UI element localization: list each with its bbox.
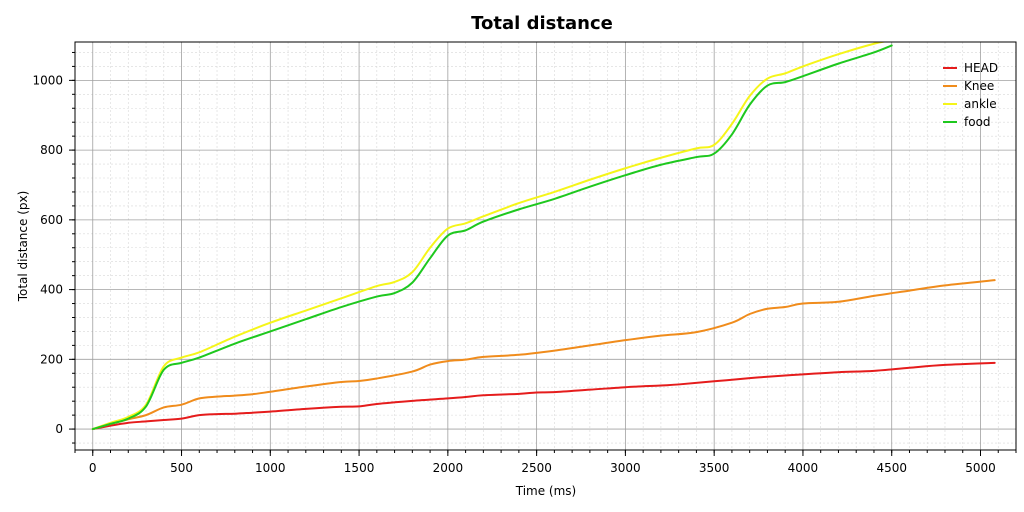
x-tick-label: 5000 xyxy=(965,461,996,475)
series-line-knee xyxy=(91,279,996,431)
x-tick-label: 1500 xyxy=(344,461,375,475)
legend-label-food: food xyxy=(964,115,991,129)
y-tick-label: 400 xyxy=(40,283,63,297)
x-tick-label: 2000 xyxy=(433,461,464,475)
series-line-food xyxy=(91,44,893,431)
y-tick-label: 800 xyxy=(40,143,63,157)
series-line-head xyxy=(91,361,996,431)
tick-layer: 0 500 1000 1500 2000 2500 3000 3500 4000 4500 5000… xyxy=(32,51,1017,475)
legend-label-ankle: ankle xyxy=(964,97,997,111)
legend-label-head: HEAD xyxy=(964,61,998,75)
grid-layer xyxy=(74,42,1017,450)
legend-label-knee: Knee xyxy=(964,79,994,93)
x-tick-label: 3500 xyxy=(699,461,730,475)
y-tick-label: 200 xyxy=(40,352,63,366)
x-tick-label: 500 xyxy=(170,461,193,475)
x-tick-label: 0 xyxy=(89,461,97,475)
plot-frame xyxy=(74,41,1017,451)
series-line-ankle xyxy=(91,42,888,431)
x-tick-label: 3000 xyxy=(610,461,641,475)
y-tick-label: 0 xyxy=(55,422,63,436)
x-tick-label: 4000 xyxy=(788,461,819,475)
legend: HEAD Knee ankle food xyxy=(943,61,998,129)
chart-title: Total distance xyxy=(471,13,613,34)
x-axis-label: Time (ms) xyxy=(515,484,577,498)
x-tick-label: 1000 xyxy=(255,461,286,475)
y-tick-label: 600 xyxy=(40,213,63,227)
y-axis-label: Total distance (px) xyxy=(16,191,30,303)
x-tick-label: 2500 xyxy=(521,461,552,475)
series-layer xyxy=(91,42,996,431)
y-tick-label: 1000 xyxy=(32,73,63,87)
x-tick-label: 4500 xyxy=(876,461,907,475)
